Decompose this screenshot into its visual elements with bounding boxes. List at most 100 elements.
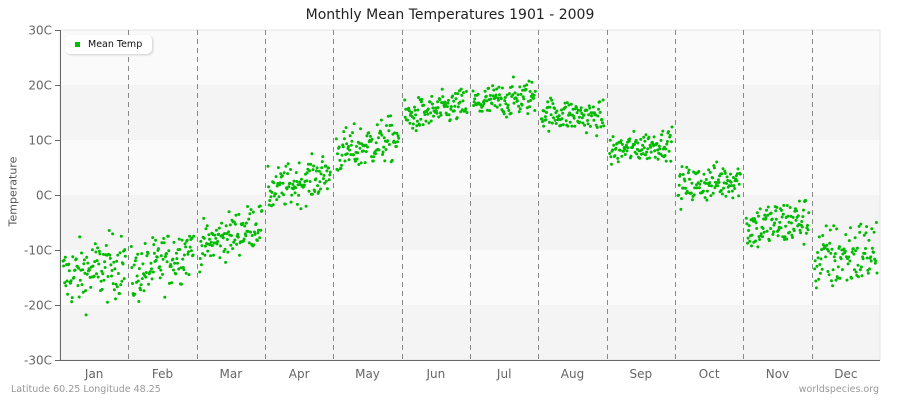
data-point <box>515 99 519 103</box>
data-point <box>541 120 544 124</box>
data-point <box>86 261 90 265</box>
data-point <box>821 234 825 237</box>
data-point <box>488 93 492 97</box>
data-point <box>530 80 534 84</box>
data-point <box>205 224 209 228</box>
data-point <box>726 179 730 182</box>
data-point <box>859 222 863 226</box>
data-point <box>594 113 598 117</box>
data-point <box>575 106 578 110</box>
data-point <box>336 152 339 156</box>
data-point <box>575 111 579 115</box>
data-point <box>564 119 568 123</box>
data-point <box>838 276 842 280</box>
data-point <box>289 168 292 171</box>
data-point <box>436 100 440 104</box>
data-point <box>348 148 352 152</box>
data-point <box>372 155 376 159</box>
data-point <box>511 93 515 97</box>
data-point <box>514 96 518 100</box>
data-point <box>746 236 750 240</box>
data-point <box>507 109 511 112</box>
data-point <box>731 196 735 200</box>
data-point <box>788 206 792 209</box>
data-point <box>366 145 369 149</box>
data-point <box>522 97 526 101</box>
data-point <box>642 135 646 139</box>
data-point <box>634 138 638 142</box>
data-point <box>736 167 740 171</box>
data-point <box>677 193 681 197</box>
data-point <box>484 94 488 98</box>
data-point <box>874 221 878 224</box>
data-point <box>236 232 240 236</box>
data-point <box>314 177 318 181</box>
data-point <box>132 263 136 267</box>
data-point <box>800 225 804 229</box>
data-point <box>526 112 530 116</box>
data-point <box>78 235 82 239</box>
data-point <box>67 262 71 266</box>
data-point <box>588 124 592 128</box>
data-point <box>299 207 303 211</box>
data-point <box>74 257 78 261</box>
data-point <box>500 86 504 90</box>
y-tick-label: 30C <box>28 24 52 38</box>
data-point <box>427 121 431 125</box>
data-point <box>298 180 302 184</box>
data-point <box>688 177 691 181</box>
data-point <box>434 106 438 110</box>
data-point <box>846 262 850 266</box>
data-point <box>69 279 73 283</box>
data-point <box>62 258 66 262</box>
data-point <box>737 182 741 186</box>
data-point <box>343 159 347 163</box>
data-point <box>715 160 719 164</box>
data-point <box>567 103 571 107</box>
data-point <box>96 275 100 279</box>
data-point <box>169 264 173 268</box>
data-point <box>524 88 528 91</box>
data-point <box>385 124 388 127</box>
data-point <box>294 186 298 190</box>
data-point <box>295 202 299 206</box>
data-point <box>518 85 522 89</box>
data-point <box>595 134 599 138</box>
data-point <box>567 113 570 117</box>
source-link[interactable]: worldspecies.org <box>798 384 879 395</box>
data-point <box>130 266 134 269</box>
data-point <box>445 105 449 109</box>
data-point <box>873 261 877 265</box>
data-point <box>766 205 770 209</box>
data-point <box>796 214 800 218</box>
data-point <box>139 288 143 292</box>
data-point <box>282 171 286 175</box>
data-point <box>478 109 482 113</box>
data-point <box>184 245 188 249</box>
data-point <box>120 279 124 283</box>
data-point <box>779 226 783 230</box>
data-point <box>667 130 670 134</box>
data-point <box>600 118 604 121</box>
data-point <box>224 260 228 264</box>
data-point <box>459 87 463 91</box>
data-point <box>727 190 731 194</box>
data-point <box>581 121 585 125</box>
data-point <box>306 162 310 166</box>
data-point <box>294 171 298 175</box>
data-point <box>103 266 107 269</box>
data-point <box>852 252 856 256</box>
data-point <box>647 135 651 139</box>
data-point <box>580 111 584 115</box>
data-point <box>213 233 217 237</box>
data-point <box>407 106 411 110</box>
data-point <box>783 235 787 239</box>
data-point <box>439 113 443 117</box>
data-point <box>429 119 433 123</box>
data-point <box>76 284 80 288</box>
data-point <box>293 191 297 195</box>
data-point <box>816 256 820 260</box>
data-point <box>797 199 801 203</box>
data-point <box>175 257 179 261</box>
